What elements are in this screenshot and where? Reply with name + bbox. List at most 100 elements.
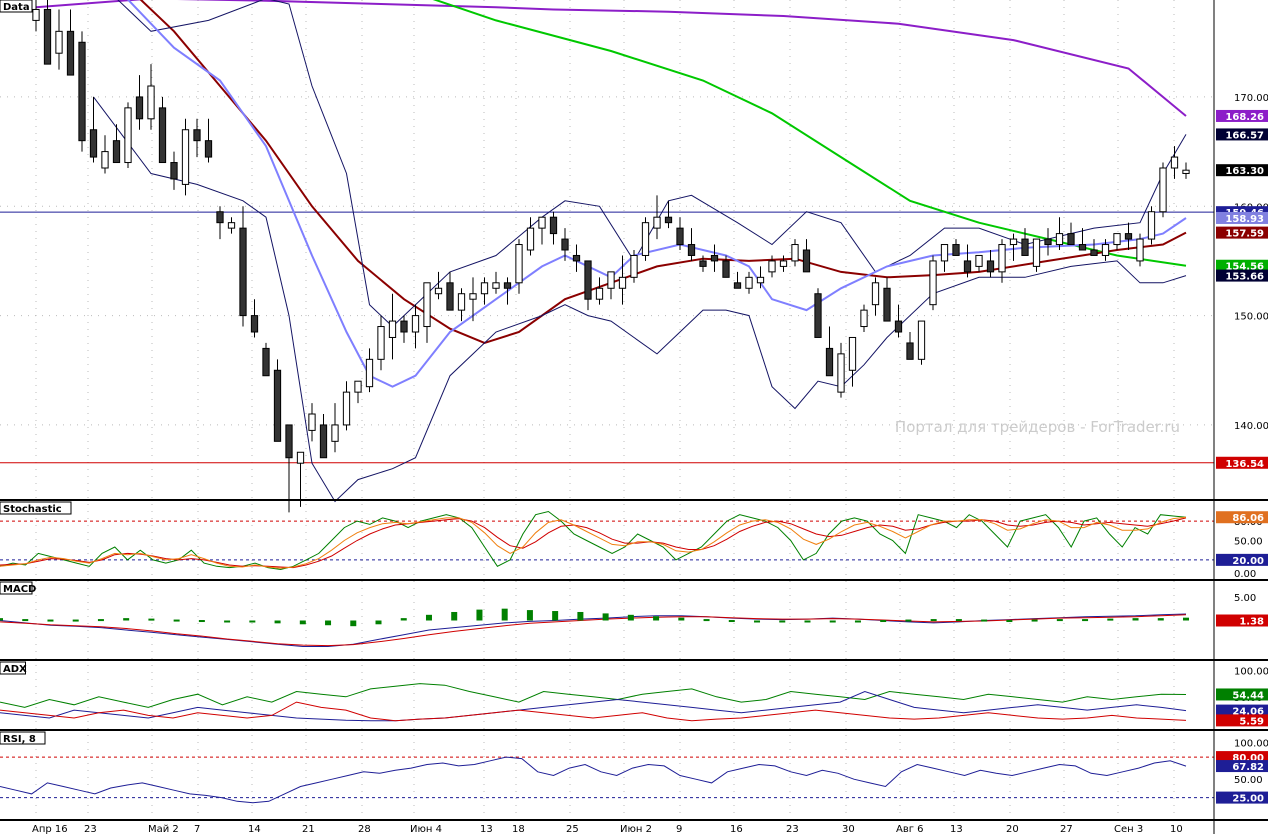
macd-histogram-bar [325,620,332,626]
x-tick-label: 27 [1060,824,1073,834]
candle-body [1101,244,1110,256]
macd-histogram-bar [375,620,382,625]
bollinger-lower-band [93,96,1187,503]
macd-histogram-bar [173,619,180,622]
macd-histogram-bar [1157,618,1164,621]
candle-body [699,260,707,267]
price-badge [1216,511,1268,524]
panel-title: Stochastic [3,504,62,515]
candle-body [871,282,880,306]
price-badge-label: 1.38 [1239,617,1264,628]
candle-body [1009,238,1018,246]
price-badge-label: 24.06 [1232,707,1264,718]
candle-body [940,244,949,262]
candle-body [791,244,799,262]
price-badge-label: 154.56 [1225,262,1264,273]
candle-body [492,282,500,289]
price-badge-label: 153.66 [1225,272,1264,283]
x-tick-label: 13 [950,824,963,834]
panel-title: Data [3,2,30,13]
macd-histogram-bar [854,620,861,623]
panel-title-box [0,501,72,515]
candle-body [331,424,339,442]
macd-histogram-bar [72,619,79,622]
candle-body [526,227,535,251]
candle-body [239,227,247,317]
candle-body [883,287,891,322]
macd-histogram-bar [249,620,256,623]
candle-body [1032,238,1041,267]
y-tick-label: 50.00 [1234,537,1263,548]
grid-layer [0,0,1214,820]
candle-body [308,413,316,431]
price-badge [1216,688,1268,701]
slow-moving-average-line [35,0,1187,117]
candle-body [135,96,144,120]
x-tick-label: 7 [194,824,200,834]
panel-title-box [0,581,33,595]
y-tick-label: 100.00 [1234,666,1268,677]
candle-body [963,260,972,273]
x-tick-label: 20 [1006,824,1019,834]
candle-body [848,336,857,371]
adx-line [0,701,1187,722]
candle-body [55,30,63,54]
candle-body [469,293,477,300]
macd-histogram-bar [955,619,962,622]
candle-body [66,30,75,76]
macd-histogram-bar [476,609,483,621]
candle-body [1136,238,1144,262]
indicator-lines [0,0,1187,804]
candle-body [975,254,983,267]
price-badge [1216,211,1268,224]
candle-body [112,140,121,164]
candle-body [549,216,558,235]
x-tick-label: 28 [358,824,371,834]
candle-body [1182,169,1190,174]
price-badge-label: 5.59 [1239,716,1264,727]
macd-histogram-bar [350,620,357,627]
panel-title: ADX [3,664,27,675]
price-badge-label: 158.93 [1225,214,1264,225]
macd-histogram-bar [779,620,786,623]
price-badge-label: 80.00 [1232,753,1264,764]
x-tick-label: 21 [302,824,315,834]
x-tick-label: 13 [480,824,493,834]
candle-body [676,227,684,246]
price-badge-label: 168.26 [1225,112,1264,123]
macd-histogram-bar [0,618,3,621]
candle-body [1021,238,1029,256]
candle-body [779,260,788,267]
macd-histogram-bar [526,610,533,621]
candle-body [837,353,845,393]
price-badge-label: 166.57 [1225,130,1264,141]
candle-body [354,380,362,393]
candle-body [285,424,293,459]
price-badge [1216,269,1268,282]
candle-body [423,282,431,328]
x-tick-label: Апр 16 [32,824,68,834]
macd-histogram-bar [1056,619,1063,622]
adx-line [0,683,1187,708]
candle-body [825,347,834,377]
candle-body [400,320,408,333]
macd-histogram-bar [905,619,912,622]
candle-body [434,287,443,295]
candle-body [1147,211,1156,240]
candle-body [365,358,374,388]
macd-histogram-bar [451,611,458,621]
candle-body [457,293,466,311]
price-badge-label: 54.44 [1232,690,1264,701]
macd-histogram-bar [1031,619,1038,622]
macd-histogram-bar [678,617,685,621]
macd-histogram-bar [981,619,988,622]
x-tick-label: 14 [248,824,261,834]
candle-body [538,216,546,229]
x-tick-label: Июн 4 [410,824,442,834]
candle-body [480,282,489,295]
candle-body [124,107,132,164]
candle-body [687,244,696,256]
candle-body [446,282,454,311]
x-tick-label: Июн 2 [620,824,652,834]
